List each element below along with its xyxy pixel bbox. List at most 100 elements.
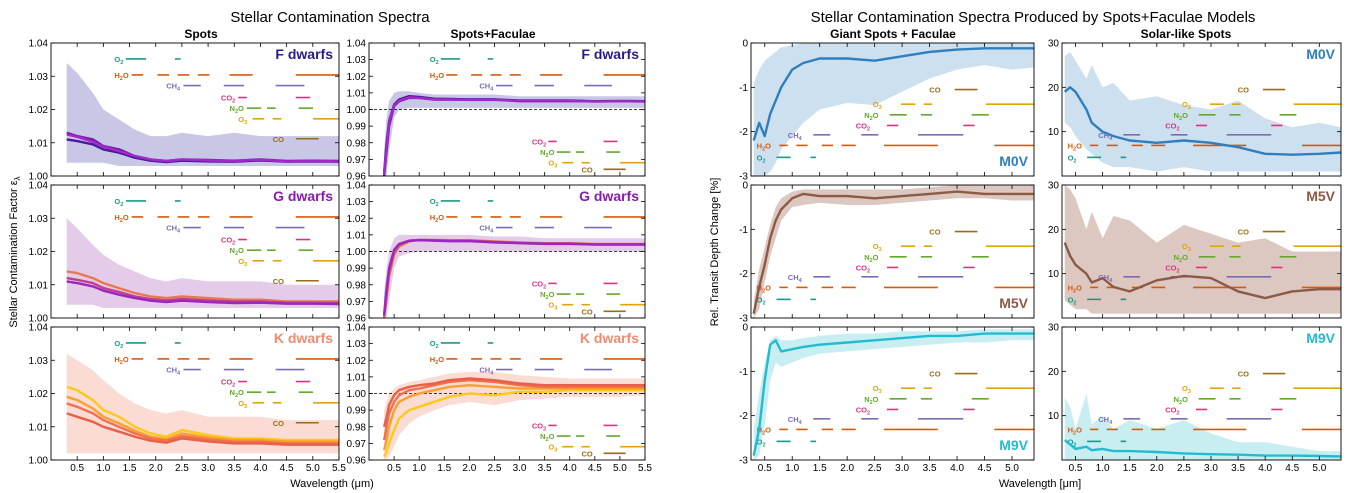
series-line xyxy=(382,379,645,441)
band-label-N2O: N2O xyxy=(230,388,244,399)
y-tick-label: 0 xyxy=(742,323,748,334)
x-tick-label: 3.5 xyxy=(538,463,552,474)
band-label-H2O: H2O xyxy=(430,213,444,224)
x-tick-label: 0.5 xyxy=(758,463,772,474)
row-label: K dwarfs xyxy=(274,330,333,346)
band-label-CO2: CO2 xyxy=(1165,405,1179,416)
row-label: G dwarfs xyxy=(273,188,333,204)
x-tick-label: 3.5 xyxy=(923,463,937,474)
plot-frame xyxy=(1061,184,1342,319)
y-tick-label: 0.99 xyxy=(347,264,367,275)
x-tick-label: 5.5 xyxy=(332,463,346,474)
series-line xyxy=(383,389,645,458)
band-label-O3: O3 xyxy=(1182,384,1191,395)
series-line xyxy=(66,280,339,306)
band-label-O2: O2 xyxy=(114,197,123,208)
right-x-axis-label: Wavelength [μm] xyxy=(999,478,1081,490)
y-tick-label: 1.03 xyxy=(347,55,367,66)
band-label-CO: CO xyxy=(582,165,593,174)
band-label-N2O: N2O xyxy=(540,148,554,159)
uncertainty-envelope xyxy=(384,234,645,318)
y-tick-label: 0.96 xyxy=(347,314,367,325)
x-tick-label: 1.0 xyxy=(1096,463,1110,474)
y-tick-label: 1.00 xyxy=(29,314,49,325)
band-label-N2O: N2O xyxy=(540,290,554,301)
band-label-O2: O2 xyxy=(1068,153,1077,164)
y-tick-label: 10 xyxy=(1048,269,1060,280)
series-line xyxy=(752,190,1034,314)
band-label-CH4: CH4 xyxy=(166,224,181,235)
x-tick-label: 3.5 xyxy=(227,463,241,474)
x-tick-label: 3.0 xyxy=(513,463,527,474)
y-tick-label: 0 xyxy=(742,39,748,50)
y-tick-label: 1.00 xyxy=(29,172,49,183)
y-tick-label: -1 xyxy=(739,225,748,236)
band-label-CO2: CO2 xyxy=(532,421,546,432)
y-tick-label: 0.96 xyxy=(347,456,367,467)
row-label: M5V xyxy=(999,295,1028,311)
y-tick-label: -1 xyxy=(739,367,748,378)
y-tick-label: 1.01 xyxy=(29,422,49,433)
band-label-CO2: CO2 xyxy=(1165,121,1179,132)
series-line xyxy=(66,133,339,163)
band-label-H2O: H2O xyxy=(430,71,444,82)
band-label-CH4: CH4 xyxy=(166,366,181,377)
y-tick-label: 1.03 xyxy=(29,214,49,225)
band-label-O3: O3 xyxy=(238,399,247,410)
y-tick-label: 1.03 xyxy=(29,356,49,367)
x-tick-label: 1.0 xyxy=(785,463,799,474)
x-tick-label: 1.5 xyxy=(813,463,827,474)
x-tick-label: 3.0 xyxy=(1204,463,1218,474)
y-tick-label: 1.03 xyxy=(347,197,367,208)
y-tick-label: 1.00 xyxy=(347,247,367,258)
band-label-O2: O2 xyxy=(114,339,123,350)
plot-frame xyxy=(1061,326,1342,461)
x-tick-label: 4.5 xyxy=(280,463,294,474)
band-label-CH4: CH4 xyxy=(1098,273,1113,284)
band-label-CO: CO xyxy=(929,370,940,379)
band-label-CH4: CH4 xyxy=(479,82,494,93)
y-tick-label: 0.97 xyxy=(347,297,367,308)
plot-frame xyxy=(1061,42,1342,177)
uncertainty-envelope xyxy=(753,185,1034,318)
band-label-CH4: CH4 xyxy=(788,415,803,426)
y-tick-label: -3 xyxy=(739,456,748,467)
x-tick-label: 4.0 xyxy=(563,463,577,474)
uncertainty-envelope xyxy=(66,62,339,167)
x-tick-label: 5.5 xyxy=(638,463,652,474)
series-line xyxy=(752,47,1034,141)
y-tick-label: 0.98 xyxy=(347,138,367,149)
band-label-O3: O3 xyxy=(873,100,882,111)
band-label-O3: O3 xyxy=(873,384,882,395)
y-tick-label: 1.04 xyxy=(347,323,367,334)
x-tick-label: 0.5 xyxy=(70,463,84,474)
y-tick-label: 1.02 xyxy=(29,247,49,258)
row-label: M9V xyxy=(999,437,1028,453)
band-label-O3: O3 xyxy=(548,301,557,312)
series-line xyxy=(66,385,339,442)
x-tick-label: 3.0 xyxy=(201,463,215,474)
row-label: M5V xyxy=(1306,188,1335,204)
series-line xyxy=(382,377,645,428)
y-tick-label: 30 xyxy=(1048,39,1060,50)
band-label-O3: O3 xyxy=(873,242,882,253)
band-label-CO: CO xyxy=(582,449,593,458)
y-tick-label: 30 xyxy=(1048,323,1060,334)
right-figure-title: Stellar Contamination Spectra Produced b… xyxy=(811,9,1256,26)
x-tick-label: 5.0 xyxy=(306,463,320,474)
band-label-CH4: CH4 xyxy=(166,82,181,93)
band-label-H2O: H2O xyxy=(1068,141,1082,152)
y-tick-label: 1.02 xyxy=(347,214,367,225)
left-figure-title: Stellar Contamination Spectra xyxy=(230,9,430,26)
band-label-CH4: CH4 xyxy=(1098,415,1113,426)
x-tick-label: 1.0 xyxy=(412,463,426,474)
x-tick-label: 5.0 xyxy=(613,463,627,474)
